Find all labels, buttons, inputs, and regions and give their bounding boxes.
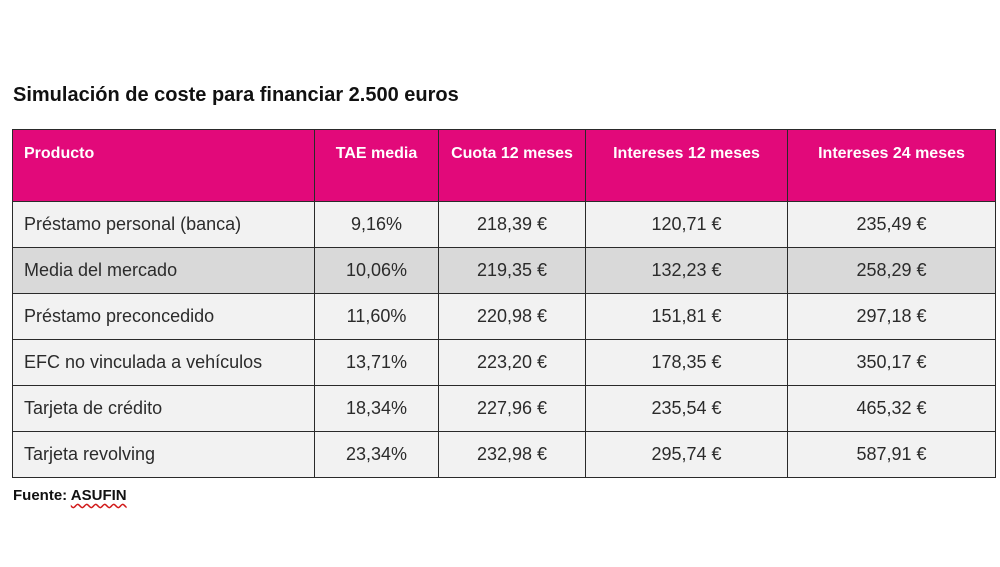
cell-cuota-12-meses: 232,98 € [438, 431, 586, 478]
cell-intereses-12-meses: 120,71 € [585, 201, 788, 248]
cell-cuota-12-meses: 223,20 € [438, 339, 586, 386]
header-cuota-12-meses: Cuota 12 meses [438, 129, 586, 202]
table-row: Préstamo personal (banca) 9,16% 218,39 €… [12, 201, 996, 248]
cell-tae-media: 13,71% [314, 339, 439, 386]
cell-cuota-12-meses: 219,35 € [438, 247, 586, 294]
source-note: Fuente: ASUFIN [13, 487, 127, 504]
page-title: Simulación de coste para financiar 2.500… [13, 84, 459, 106]
cell-producto: Media del mercado [12, 247, 315, 294]
cell-intereses-24-meses: 350,17 € [787, 339, 996, 386]
table-row: Tarjeta de crédito 18,34% 227,96 € 235,5… [12, 385, 996, 432]
cell-tae-media: 9,16% [314, 201, 439, 248]
table-row: Préstamo preconcedido 11,60% 220,98 € 15… [12, 293, 996, 340]
cell-intereses-12-meses: 178,35 € [585, 339, 788, 386]
source-name: ASUFIN [70, 487, 127, 504]
simulation-table: Producto TAE media Cuota 12 meses Intere… [12, 129, 996, 478]
cell-intereses-24-meses: 587,91 € [787, 431, 996, 478]
table-row: EFC no vinculada a vehículos 13,71% 223,… [12, 339, 996, 386]
cell-producto: Préstamo preconcedido [12, 293, 315, 340]
source-label: Fuente: [13, 487, 71, 504]
table-row: Tarjeta revolving 23,34% 232,98 € 295,74… [12, 431, 996, 478]
header-intereses-12-meses: Intereses 12 meses [585, 129, 788, 202]
cell-intereses-12-meses: 151,81 € [585, 293, 788, 340]
cell-cuota-12-meses: 227,96 € [438, 385, 586, 432]
cell-cuota-12-meses: 218,39 € [438, 201, 586, 248]
cell-tae-media: 18,34% [314, 385, 439, 432]
cell-cuota-12-meses: 220,98 € [438, 293, 586, 340]
cell-tae-media: 23,34% [314, 431, 439, 478]
cell-producto: Tarjeta revolving [12, 431, 315, 478]
cell-producto: Tarjeta de crédito [12, 385, 315, 432]
cell-intereses-24-meses: 258,29 € [787, 247, 996, 294]
table-row: Media del mercado 10,06% 219,35 € 132,23… [12, 247, 996, 294]
cell-intereses-24-meses: 465,32 € [787, 385, 996, 432]
header-producto: Producto [12, 129, 315, 202]
cell-producto: EFC no vinculada a vehículos [12, 339, 315, 386]
cell-tae-media: 10,06% [314, 247, 439, 294]
header-tae-media: TAE media [314, 129, 439, 202]
cell-tae-media: 11,60% [314, 293, 439, 340]
cell-intereses-24-meses: 235,49 € [787, 201, 996, 248]
header-intereses-24-meses: Intereses 24 meses [787, 129, 996, 202]
table-header-row: Producto TAE media Cuota 12 meses Intere… [12, 129, 996, 202]
cell-intereses-12-meses: 295,74 € [585, 431, 788, 478]
cell-producto: Préstamo personal (banca) [12, 201, 315, 248]
cell-intereses-12-meses: 235,54 € [585, 385, 788, 432]
cell-intereses-12-meses: 132,23 € [585, 247, 788, 294]
cell-intereses-24-meses: 297,18 € [787, 293, 996, 340]
